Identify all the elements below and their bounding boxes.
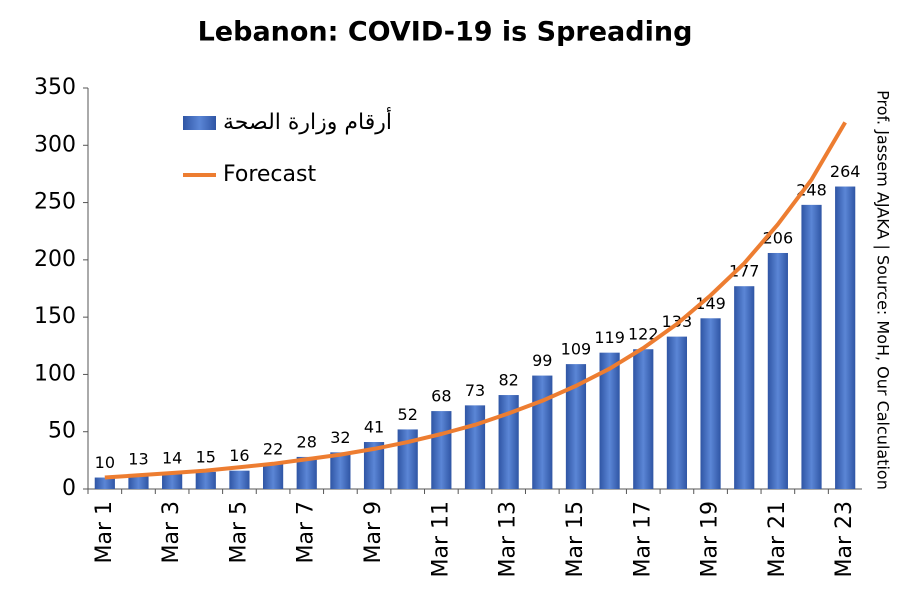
y-tick-label: 200 <box>34 247 76 272</box>
y-tick-label: 250 <box>34 190 76 215</box>
bar <box>330 452 351 489</box>
bar <box>734 286 755 489</box>
value-label: 32 <box>330 428 350 447</box>
value-label: 99 <box>532 351 552 370</box>
value-label: 15 <box>196 447 216 466</box>
value-label: 119 <box>594 328 625 347</box>
value-label: 248 <box>796 180 827 199</box>
value-label: 13 <box>128 450 148 469</box>
x-tick-label: Mar 11 <box>428 501 453 578</box>
x-tick-label: Mar 3 <box>159 501 184 564</box>
chart-title: Lebanon: COVID-19 is Spreading <box>198 17 693 48</box>
value-label: 41 <box>364 418 384 437</box>
legend-label: Forecast <box>223 162 316 187</box>
x-tick-label: Mar 15 <box>563 501 588 578</box>
x-tick-label: Mar 13 <box>496 501 521 578</box>
bar <box>700 318 721 489</box>
y-tick-label: 150 <box>34 304 76 329</box>
value-label: 68 <box>431 387 451 406</box>
source-note: Prof. Jassem AJAKA | Source: MoH, Our Ca… <box>874 90 893 490</box>
value-label: 28 <box>297 432 317 451</box>
value-label: 149 <box>695 294 726 313</box>
value-label: 22 <box>263 439 283 458</box>
y-tick-label: 300 <box>34 132 76 157</box>
bar <box>195 471 216 489</box>
value-label: 264 <box>830 162 861 181</box>
bar <box>532 375 553 489</box>
value-label: 109 <box>561 340 592 359</box>
x-tick-label: Mar 5 <box>226 501 251 564</box>
x-tick-label: Mar 7 <box>294 501 319 564</box>
x-tick-label: Mar 21 <box>765 501 790 578</box>
bar <box>229 470 250 489</box>
y-tick-label: 0 <box>62 476 76 501</box>
bar <box>633 349 654 489</box>
bar <box>599 352 620 489</box>
bar <box>296 456 317 489</box>
bar <box>431 411 452 489</box>
value-label: 52 <box>398 405 418 424</box>
bar <box>464 405 486 489</box>
bar <box>162 472 183 489</box>
bar <box>363 442 385 489</box>
x-tick-label: Mar 17 <box>630 501 655 578</box>
value-label: 16 <box>229 446 249 465</box>
bar <box>767 252 788 489</box>
value-label: 177 <box>729 262 760 281</box>
x-tick-label: Mar 23 <box>832 501 857 578</box>
bar <box>835 186 856 489</box>
value-label: 122 <box>628 325 659 344</box>
value-label: 73 <box>465 381 485 400</box>
bar <box>262 463 284 489</box>
bar <box>565 364 587 489</box>
value-label: 14 <box>162 448 182 467</box>
bar <box>666 336 688 489</box>
x-tick-label: Mar 9 <box>361 501 386 564</box>
y-tick-label: 50 <box>48 419 76 444</box>
legend-label: أرقام وزارة الصحة <box>223 107 392 135</box>
y-tick-label: 350 <box>34 75 76 100</box>
bar <box>801 204 822 489</box>
bar <box>128 474 149 489</box>
legend-swatch <box>183 116 216 130</box>
value-label: 82 <box>498 371 518 390</box>
bar <box>94 477 115 489</box>
forecast-line <box>104 121 847 480</box>
x-tick-label: Mar 1 <box>92 501 117 564</box>
x-tick-label: Mar 19 <box>698 501 723 578</box>
value-label: 10 <box>95 453 115 472</box>
y-tick-label: 100 <box>34 361 76 386</box>
bar <box>498 395 519 489</box>
